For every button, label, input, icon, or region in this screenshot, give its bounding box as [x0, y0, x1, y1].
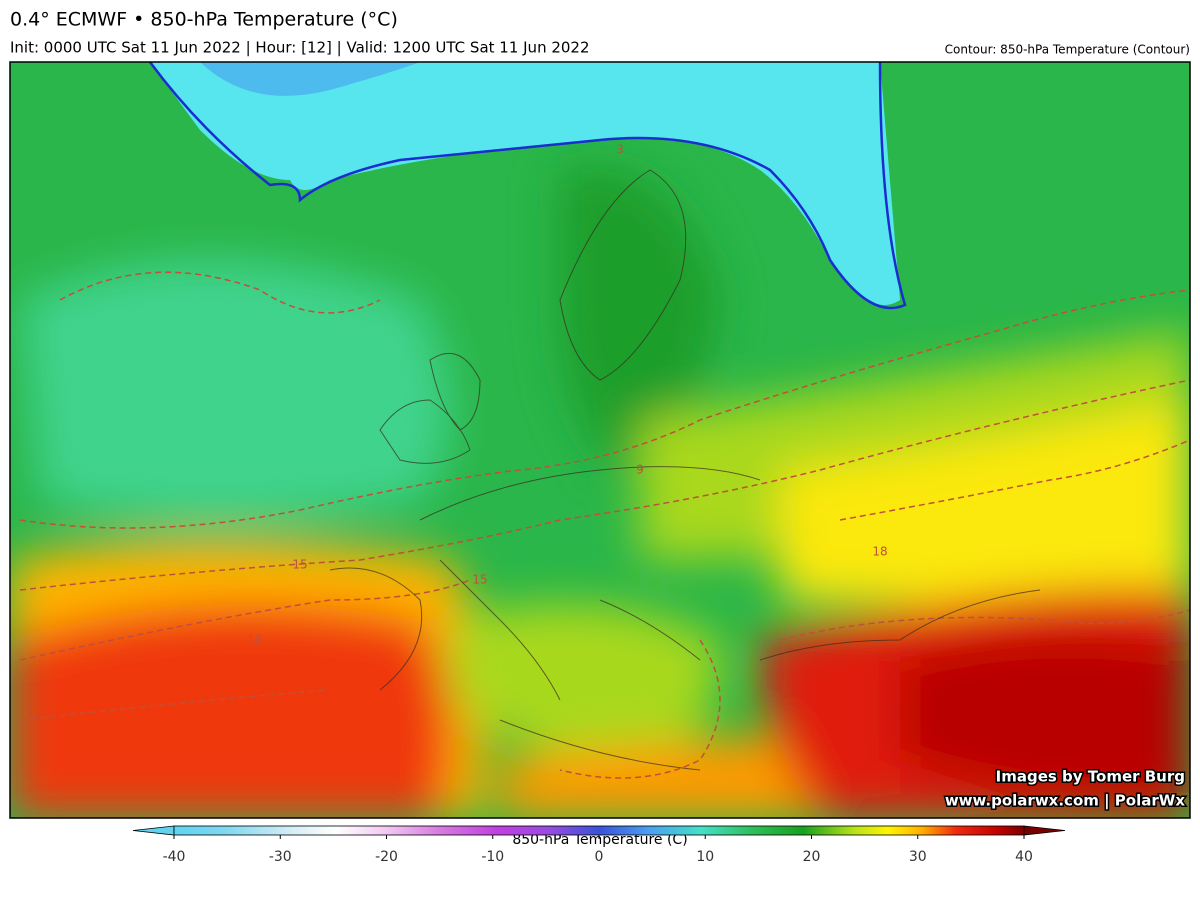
contour-labels: 3 9 15 18 18 15	[247, 143, 887, 647]
contour-label: 18	[872, 545, 887, 559]
coastlines	[329, 169, 1041, 771]
cold-region	[150, 62, 900, 305]
colorbar-tick-label: 30	[909, 849, 927, 865]
colorbar-tick-label: -30	[269, 849, 292, 865]
map-frame	[9, 61, 1191, 819]
contours	[19, 271, 1190, 779]
colorbar-bar	[173, 825, 1025, 836]
colorbar-tick-label: -40	[163, 849, 186, 865]
colorbar-min-arrow	[132, 825, 175, 836]
colorbar-tick-label: -20	[375, 849, 398, 865]
colorbar-tick-label: -10	[481, 849, 504, 865]
subtitle: Init: 0000 UTC Sat 11 Jun 2022 | Hour: […	[10, 39, 590, 57]
colorbar-title: 850-hPa Temperature (C)	[512, 832, 687, 848]
zero-contour	[148, 62, 907, 310]
colorbar-tick-label: 20	[803, 849, 821, 865]
colorbar-max-arrow	[1023, 825, 1066, 836]
colorbar-tick-label: 10	[696, 849, 714, 865]
contour-label: 15	[292, 558, 307, 572]
credit-author: Images by Tomer Burg	[996, 768, 1185, 786]
colder-region	[200, 62, 420, 96]
map-field: 3 9 15 18 18 15 Images by Tomer Burg www.pola…	[10, 62, 1190, 818]
field-blobs	[10, 167, 1190, 818]
credit-site: www.polarwx.com | PolarWx	[945, 792, 1186, 811]
colorbar-tick-label: 0	[595, 849, 604, 865]
title: 0.4° ECMWF • 850-hPa Temperature (°C)	[10, 9, 398, 31]
contour-label: 15	[472, 573, 487, 587]
contour-label: 3	[616, 143, 624, 157]
colorbar-tick-label: 40	[1015, 849, 1033, 865]
contour-label: 9	[636, 463, 644, 477]
contour-label: 18	[247, 633, 262, 647]
contour-note: Contour: 850-hPa Temperature (Contour)	[945, 43, 1190, 57]
colorbar: -40 -30 -20 -10 0 10 20 30 40	[132, 825, 1066, 865]
